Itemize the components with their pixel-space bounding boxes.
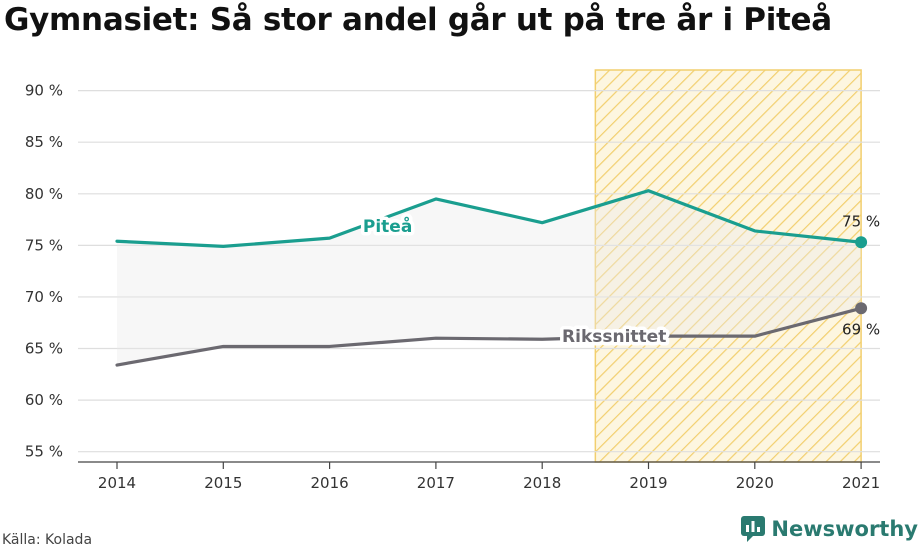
brand-name: Newsworthy: [771, 517, 918, 541]
x-tick-label: 2019: [629, 474, 667, 492]
series-label: Rikssnittet: [562, 327, 666, 347]
series-end-marker: [855, 302, 868, 315]
chart-title: Gymnasiet: Så stor andel går ut på tre å…: [4, 2, 832, 38]
series-end-marker: [855, 236, 868, 249]
x-tick-label: 2015: [204, 474, 242, 492]
series-gap-band: [117, 190, 862, 366]
series-line-piteå: [115, 189, 863, 248]
newsworthy-logo: Newsworthy: [741, 516, 918, 542]
series-line-rikssnittet: [115, 306, 863, 367]
x-tick-label: 2018: [523, 474, 561, 492]
series-label-halo: Rikssnittet: [562, 327, 666, 347]
newsworthy-logo-icon: [741, 516, 766, 542]
x-tick-label: 2021: [842, 474, 880, 492]
series-label: Piteå: [363, 215, 412, 237]
x-tick-label: 2014: [98, 474, 136, 492]
x-tick-label: 2016: [311, 474, 349, 492]
y-tick-label: 65 %: [25, 340, 63, 358]
end-value-label: 69 %: [842, 320, 880, 338]
x-tick-label: 2017: [417, 474, 455, 492]
end-value-label: 75 %: [842, 212, 880, 230]
y-tick-label: 85 %: [25, 133, 63, 151]
highlight-region: [594, 69, 862, 463]
y-tick-label: 55 %: [25, 443, 63, 461]
y-tick-label: 90 %: [25, 82, 63, 100]
y-tick-label: 80 %: [25, 185, 63, 203]
y-tick-label: 60 %: [25, 391, 63, 409]
x-tick-label: 2020: [736, 474, 774, 492]
series-label-halo: Piteå: [363, 215, 412, 237]
y-tick-label: 75 %: [25, 236, 63, 254]
y-tick-label: 70 %: [25, 288, 63, 306]
source-note: Källa: Kolada: [2, 532, 93, 548]
